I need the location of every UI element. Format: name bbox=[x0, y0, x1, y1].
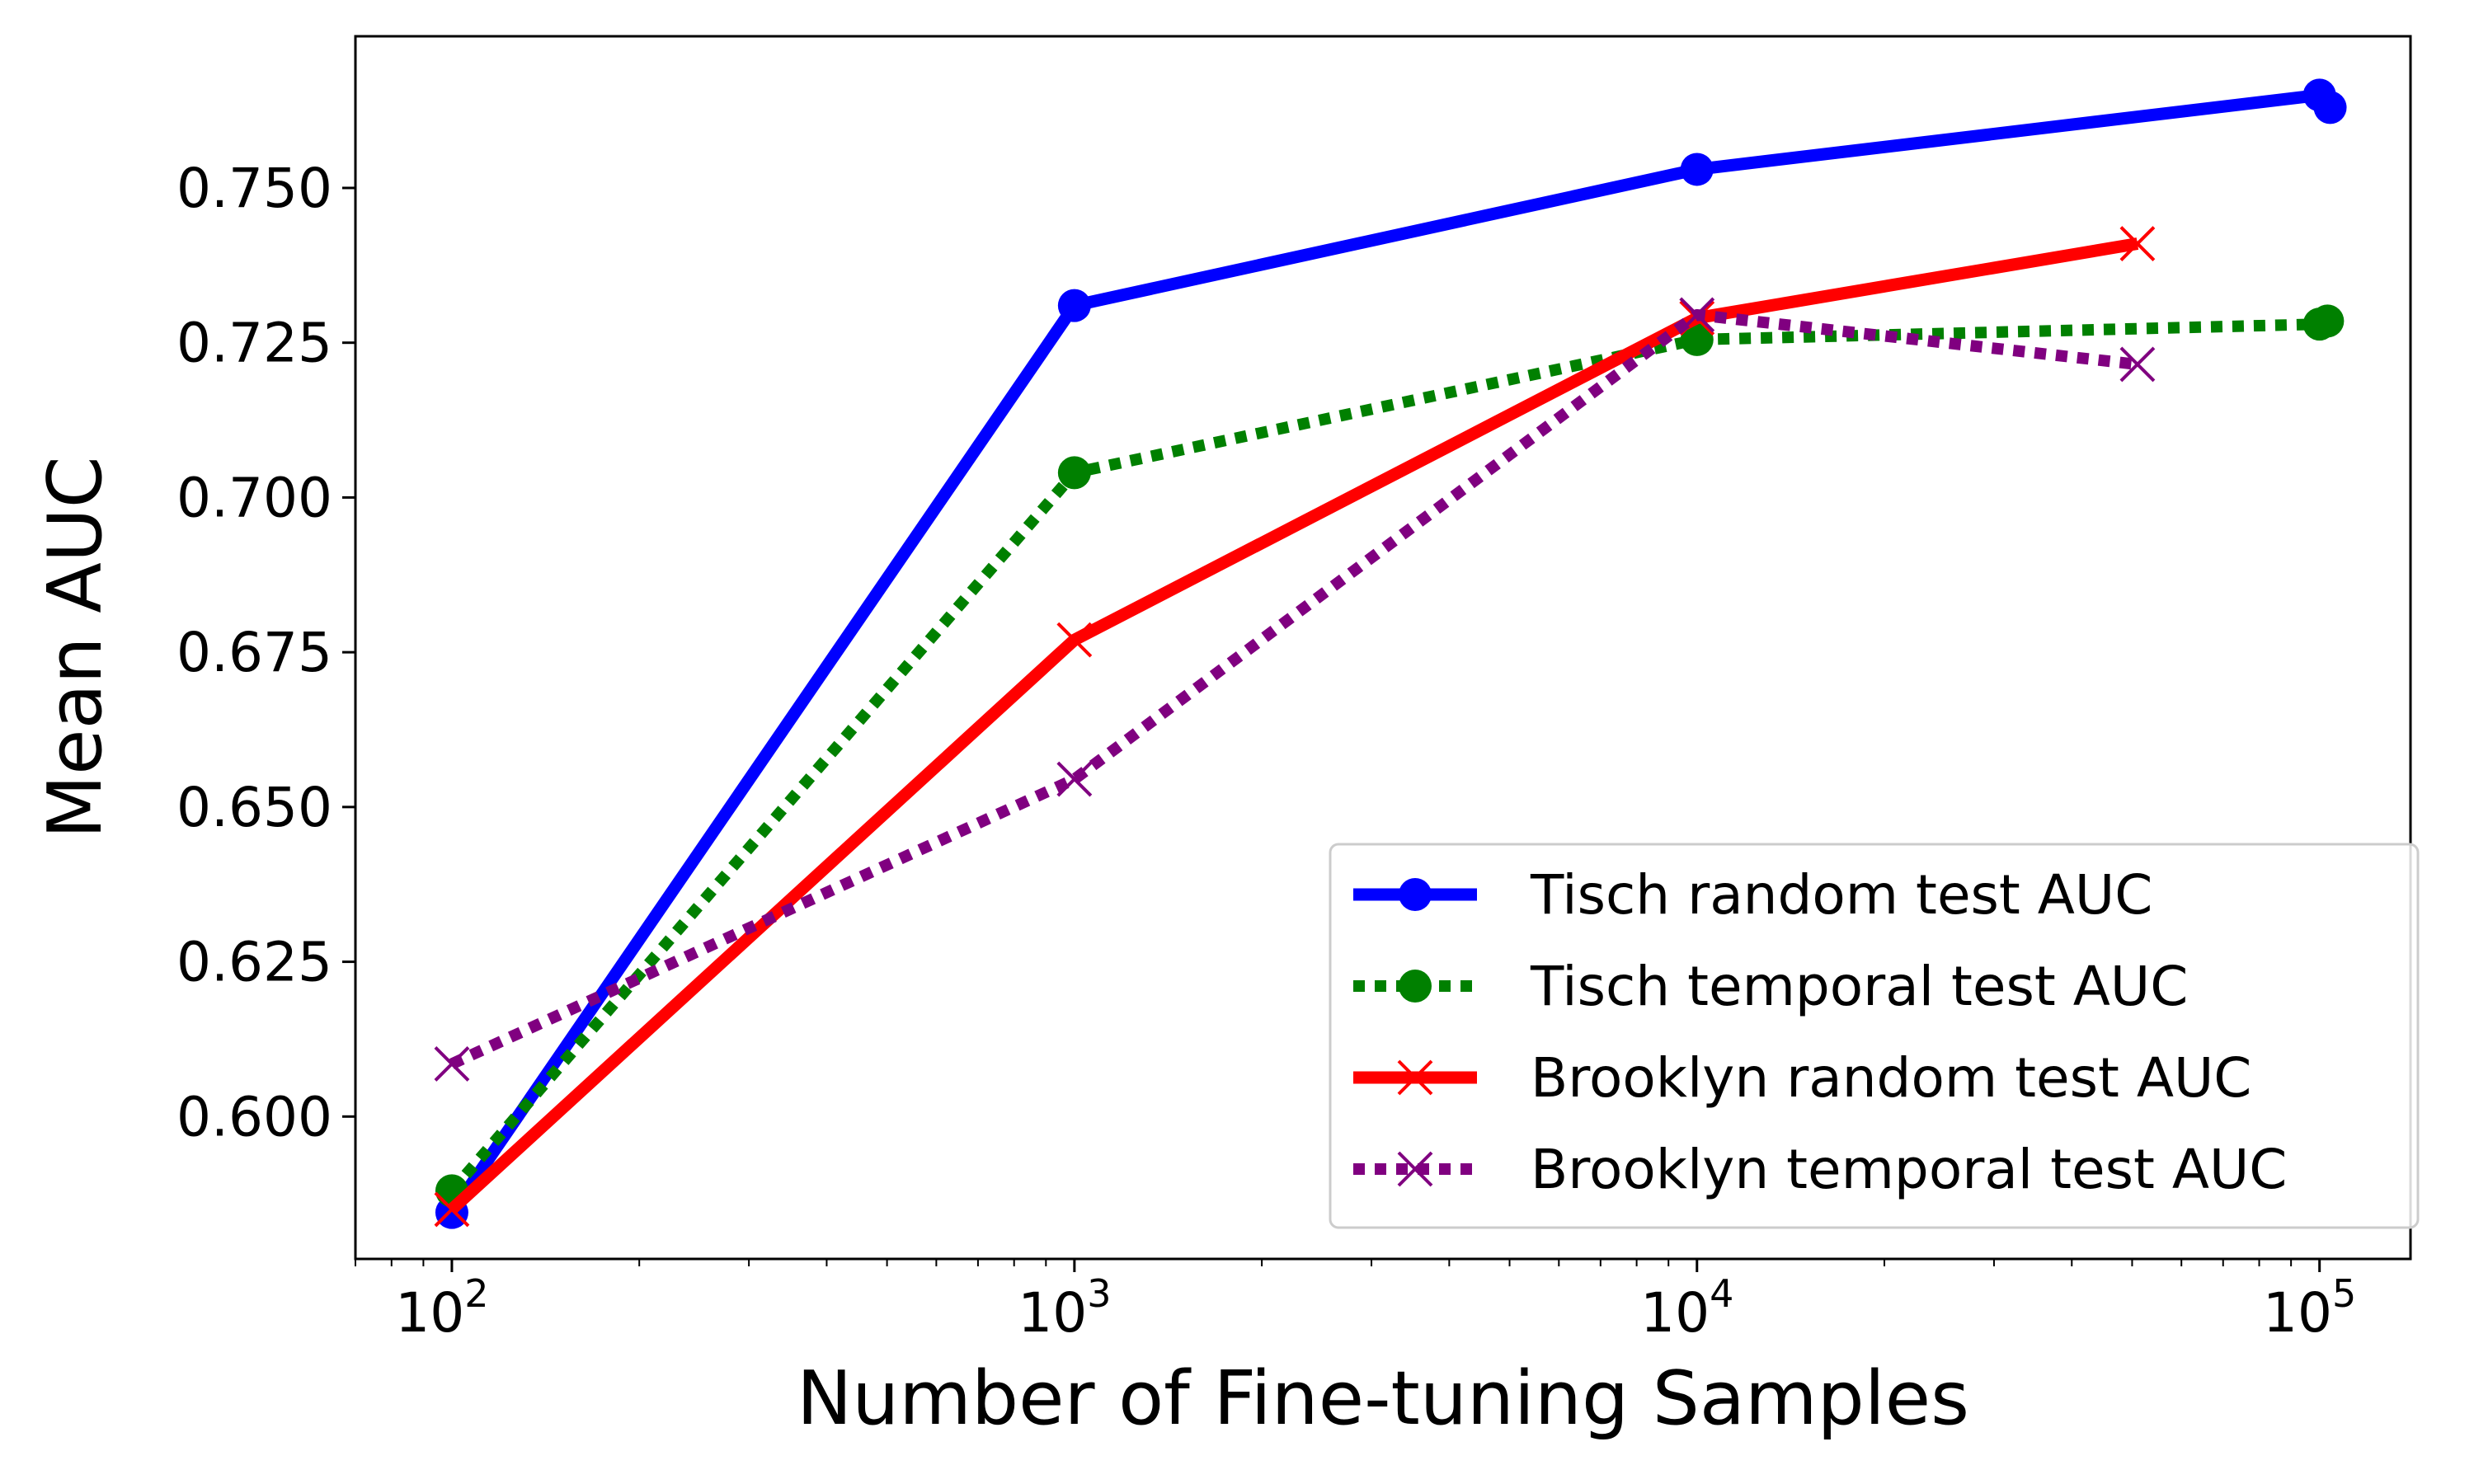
data-point bbox=[2119, 346, 2156, 383]
x-tick-base: 10 bbox=[1018, 1281, 1087, 1345]
y-axis-title: Mean AUC bbox=[32, 456, 119, 838]
data-point bbox=[2313, 91, 2347, 124]
data-point bbox=[434, 1191, 470, 1228]
plot-frame bbox=[354, 35, 2412, 1261]
data-point bbox=[434, 1046, 470, 1082]
y-tick-label: 0.725 bbox=[176, 312, 332, 375]
y-tick-label: 0.750 bbox=[176, 157, 332, 220]
x-tick-label: 102 bbox=[395, 1271, 488, 1345]
x-tick-base: 10 bbox=[1640, 1281, 1710, 1345]
data-point bbox=[1057, 456, 1091, 490]
data-point bbox=[1679, 297, 1715, 333]
x-tick-exponent: 2 bbox=[464, 1271, 488, 1316]
data-point bbox=[1056, 622, 1093, 658]
x-tick-exponent: 4 bbox=[1710, 1271, 1733, 1316]
legend-label: Tisch random test AUC bbox=[1530, 863, 2152, 927]
x-tick-base: 10 bbox=[395, 1281, 464, 1345]
legend: Tisch random test AUC Tisch temporal test… bbox=[1329, 843, 2420, 1229]
x-tick-label: 103 bbox=[1018, 1271, 1111, 1345]
y-tick-label: 0.650 bbox=[176, 776, 332, 839]
y-tick-label: 0.625 bbox=[176, 931, 332, 994]
legend-label: Brooklyn temporal test AUC bbox=[1531, 1138, 2287, 1201]
legend-box bbox=[1329, 843, 2420, 1229]
series-layer bbox=[434, 78, 2347, 1229]
y-tick-label: 0.675 bbox=[176, 621, 332, 684]
legend-marker bbox=[1399, 878, 1432, 911]
series-line bbox=[449, 308, 2138, 1069]
data-point bbox=[2119, 226, 2156, 261]
data-point bbox=[1680, 322, 1714, 356]
series-line bbox=[447, 237, 2139, 1214]
x-tick-base: 10 bbox=[2263, 1281, 2332, 1345]
legend-label: Tisch temporal test AUC bbox=[1530, 955, 2188, 1018]
data-point bbox=[1057, 289, 1091, 322]
data-point bbox=[1680, 153, 1714, 186]
x-tick-label: 104 bbox=[1640, 1271, 1733, 1345]
legend-marker bbox=[1397, 1059, 1433, 1096]
series-3 bbox=[434, 297, 2156, 1082]
legend-marker bbox=[1399, 970, 1432, 1003]
series-2 bbox=[434, 226, 2156, 1228]
x-axis-title: Number of Fine-tuning Samples bbox=[797, 1355, 1969, 1442]
x-tick-label: 105 bbox=[2263, 1271, 2356, 1345]
legend-label: Brooklyn random test AUC bbox=[1531, 1046, 2251, 1110]
x-tick-exponent: 3 bbox=[1087, 1271, 1111, 1316]
data-point bbox=[1056, 761, 1093, 797]
x-tick-exponent: 5 bbox=[2332, 1271, 2356, 1316]
legend-marker bbox=[1397, 1151, 1433, 1187]
series-1 bbox=[435, 304, 2345, 1208]
series-0 bbox=[435, 78, 2347, 1229]
y-tick-label: 0.600 bbox=[176, 1085, 332, 1148]
y-tick-label: 0.700 bbox=[176, 466, 332, 529]
data-point bbox=[2311, 304, 2345, 338]
